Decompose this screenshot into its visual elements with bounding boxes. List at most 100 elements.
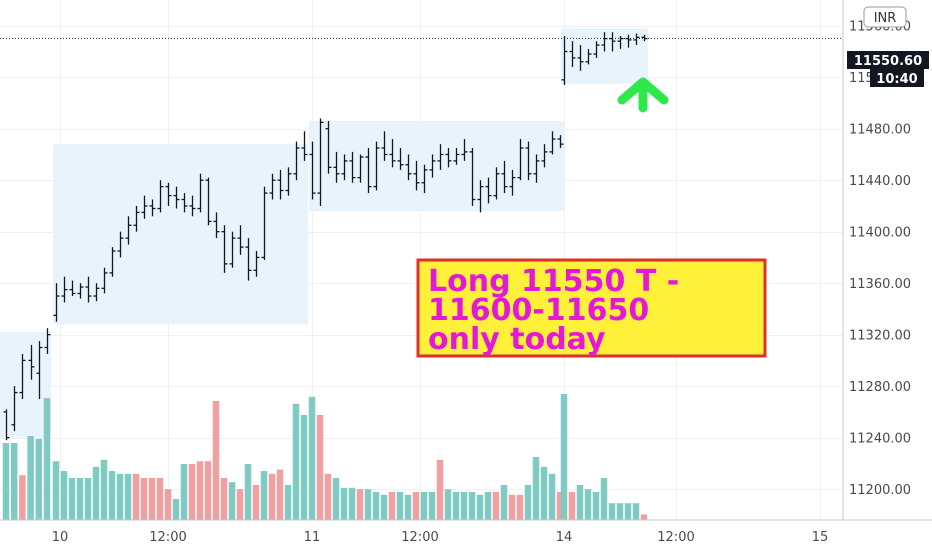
- last-price-label: 11550.60: [854, 54, 922, 69]
- last-price-tag: 11550.60 10:40: [847, 51, 929, 87]
- volume-bar: [516, 494, 524, 520]
- volume-bar: [180, 464, 188, 520]
- up-arrow-icon: [617, 77, 669, 113]
- volume-bar: [268, 473, 276, 520]
- trade-note[interactable]: Long 11550 T - 11600-11650 only today: [416, 258, 767, 358]
- price-tick-label: 11320.00: [849, 329, 911, 344]
- ohlc-bar: [633, 33, 640, 46]
- ohlc-bar: [517, 139, 524, 181]
- ohlc-bar: [421, 164, 428, 194]
- ohlc-bar: [11, 386, 18, 432]
- ohlc-bar: [469, 148, 476, 206]
- volume-bar: [632, 503, 640, 520]
- volume-bar: [35, 438, 43, 520]
- volume-bar: [436, 459, 444, 520]
- volume-bar: [92, 466, 100, 520]
- volume-bar: [624, 503, 632, 520]
- ohlc-bar: [53, 283, 60, 322]
- volume-bar: [340, 487, 348, 520]
- ohlc-bar: [69, 280, 76, 297]
- ohlc-bar: [533, 154, 540, 183]
- volume-bar: [228, 482, 236, 520]
- ohlc-bar: [381, 131, 388, 161]
- volume-bar: [568, 492, 576, 520]
- ohlc-bar: [485, 177, 492, 204]
- ohlc-bar: [557, 135, 564, 149]
- ohlc-bar: [261, 186, 268, 260]
- ohlc-bar: [341, 154, 348, 181]
- ohlc-bar: [593, 41, 600, 58]
- volume-bar: [460, 492, 468, 520]
- ohlc-bar: [293, 141, 300, 181]
- volume-bar: [148, 478, 156, 520]
- ohlc-bar: [357, 154, 364, 183]
- ohlc-bar: [28, 344, 35, 380]
- ohlc-bar: [397, 148, 404, 170]
- ohlc-bar: [365, 148, 372, 194]
- volume-bar: [412, 492, 420, 520]
- ohlc-bar: [237, 225, 244, 255]
- ohlc-bar: [389, 139, 396, 168]
- time-axis[interactable]: 10 12:00 11 12:00 14 12:00 15: [52, 530, 829, 545]
- ohlc-bar: [445, 148, 452, 168]
- time-tick-label: 11: [304, 530, 321, 545]
- ohlc-bar: [149, 199, 156, 217]
- ohlc-bar: [19, 353, 26, 400]
- ohlc-bar: [477, 180, 484, 213]
- volume-bar: [276, 469, 284, 520]
- volume-bar: [356, 489, 364, 520]
- price-tick-label: 11400.00: [849, 226, 911, 241]
- note-line-2: 11600-11650: [428, 293, 649, 328]
- time-tick-label: 15: [812, 530, 829, 545]
- volume-bar: [500, 485, 508, 520]
- price-tick-label: 11480.00: [849, 123, 911, 138]
- note-line-3: only today: [428, 322, 606, 357]
- ohlc-bar: [325, 120, 332, 174]
- volume-bar: [476, 494, 484, 520]
- note-line-1: Long 11550 T -: [428, 264, 679, 299]
- volume-bar: [132, 473, 140, 520]
- ohlc-bar: [525, 141, 532, 181]
- volume-bar: [292, 403, 300, 520]
- volume-bar: [43, 398, 51, 520]
- volume-bar: [204, 461, 212, 520]
- volume-bar: [212, 401, 220, 520]
- volume-bar: [100, 459, 108, 520]
- volume-bar: [608, 503, 616, 520]
- ohlc-bar: [253, 250, 260, 277]
- volume-bar: [584, 489, 592, 520]
- ohlc-bar: [349, 151, 356, 183]
- volume-bar: [428, 492, 436, 520]
- volume-bar: [332, 478, 340, 520]
- ohlc-bar: [44, 328, 51, 354]
- ohlc-bar: [429, 154, 436, 178]
- volume-bar: [404, 494, 412, 520]
- ohlc-bar: [309, 141, 316, 200]
- ohlc-bar: [165, 182, 172, 206]
- ohlc-bar: [61, 276, 68, 303]
- volume-bar: [68, 478, 76, 520]
- ohlc-bar: [133, 205, 140, 232]
- time-tick-label: 12:00: [657, 530, 694, 545]
- volume-bar: [164, 489, 172, 520]
- ohlc-bar: [541, 144, 548, 168]
- price-tick-label: 11280.00: [849, 380, 911, 395]
- time-tick-label: 12:00: [401, 530, 438, 545]
- price-axis[interactable]: 11560.0011520.0011480.0011440.0011400.00…: [849, 20, 911, 498]
- volume-bar: [156, 478, 164, 520]
- volume-bar: [444, 489, 452, 520]
- price-tick-label: 11360.00: [849, 277, 911, 292]
- volume-bar: [52, 461, 60, 520]
- volume-bar: [600, 478, 608, 520]
- volume-bar: [524, 485, 532, 520]
- volume-bar: [508, 494, 516, 520]
- ohlc-bar: [285, 167, 292, 196]
- volume-bar: [452, 492, 460, 520]
- ohlc-bar: [189, 195, 196, 217]
- currency-badge[interactable]: INR: [863, 6, 907, 28]
- range-box: [53, 144, 308, 325]
- ohlc-bar: [301, 131, 308, 161]
- volume-bar: [19, 475, 26, 520]
- ohlc-bar: [173, 186, 180, 209]
